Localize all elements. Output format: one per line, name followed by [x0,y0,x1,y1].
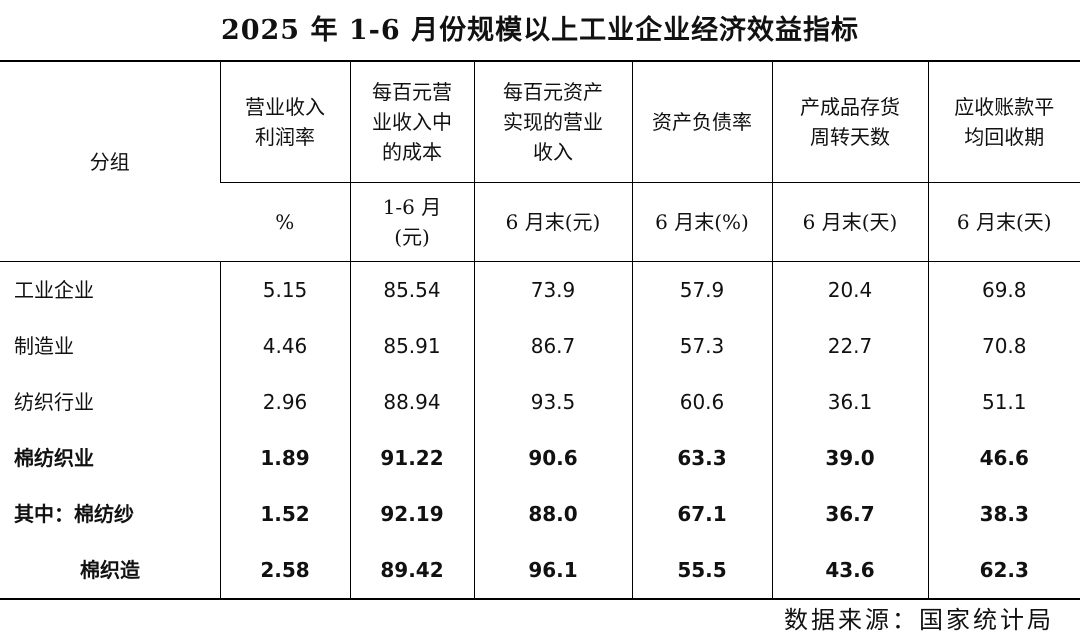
header-row-units: % 1-6 月(元) 6 月末(元) 6 月末(%) 6 月末(天) 6 月末(… [0,182,1080,262]
cell-value: 60.6 [631,374,772,430]
cell-value: 93.5 [473,374,632,430]
cell-value: 86.7 [473,318,632,374]
cell-value: 85.54 [349,261,474,318]
cell-value: 89.42 [349,542,474,600]
cell-value: 38.3 [927,486,1080,542]
table-row: 棉纺织业 1.89 91.22 90.6 63.3 39.0 46.6 [0,430,1080,486]
row-label: 棉织造 [0,542,220,600]
cell-value: 20.4 [771,261,928,318]
cell-value: 39.0 [771,430,928,486]
cell-value: 4.46 [219,318,350,374]
header-row-names: 分组 营业收入利润率 每百元营业收入中的成本 每百元资产实现的营业收入 资产负债… [0,60,1080,262]
table-row: 工业企业 5.15 85.54 73.9 57.9 20.4 69.8 [0,261,1080,318]
cell-value: 22.7 [771,318,928,374]
cell-value: 73.9 [473,261,632,318]
table-row: 其中：棉纺纱 1.52 92.19 88.0 67.1 36.7 38.3 [0,486,1080,542]
table-row: 制造业 4.46 85.91 86.7 57.3 22.7 70.8 [0,318,1080,374]
unit-receivable-days: 6 月末(天) [927,182,1080,262]
unit-profit-rate: % [220,182,350,262]
group-header: 分组 [0,60,220,262]
page-title: 2025 年 1-6 月份规模以上工业企业经济效益指标 [220,15,860,46]
row-label: 制造业 [14,334,74,358]
unit-revenue-per-100-assets: 6 月末(元) [473,182,632,262]
unit-inventory-days: 6 月末(天) [771,182,928,262]
col-header-cost-per-100: 每百元营业收入中的成本 [349,60,474,183]
row-label: 棉纺织业 [14,446,94,470]
col-header-profit-rate: 营业收入利润率 [219,60,350,183]
cell-value: 67.1 [631,486,772,542]
cell-value: 91.22 [349,430,474,486]
table-row: 纺织行业 2.96 88.94 93.5 60.6 36.1 51.1 [0,374,1080,430]
cell-value: 62.3 [927,542,1080,600]
col-header-revenue-per-100-assets: 每百元资产实现的营业收入 [473,60,632,183]
cell-value: 46.6 [927,430,1080,486]
cell-value: 70.8 [927,318,1080,374]
cell-value: 57.9 [631,261,772,318]
cell-value: 36.1 [771,374,928,430]
col-header-receivable-days: 应收账款平均回收期 [927,60,1080,183]
cell-value: 96.1 [473,542,632,600]
cell-value: 2.58 [219,542,350,600]
cell-value: 88.0 [473,486,632,542]
unit-debt-ratio: 6 月末(%) [631,182,772,262]
col-header-debt-ratio: 资产负债率 [631,60,772,183]
cell-value: 88.94 [349,374,474,430]
cell-value: 69.8 [927,261,1080,318]
cell-value: 92.19 [349,486,474,542]
data-source-note: 数据来源：国家统计局 [784,606,1054,634]
table-row: 棉织造 2.58 89.42 96.1 55.5 43.6 62.3 [0,542,1080,600]
cell-value: 57.3 [631,318,772,374]
cell-value: 85.91 [349,318,474,374]
cell-value: 5.15 [219,261,350,318]
indicator-table: 分组 营业收入利润率 每百元营业收入中的成本 每百元资产实现的营业收入 资产负债… [0,60,1080,600]
cell-value: 51.1 [927,374,1080,430]
unit-cost-per-100: 1-6 月(元) [349,182,474,262]
cell-value: 43.6 [771,542,928,600]
col-header-inventory-days: 产成品存货周转天数 [771,60,928,183]
cell-value: 55.5 [631,542,772,600]
cell-value: 1.52 [219,486,350,542]
cell-value: 1.89 [219,430,350,486]
row-label: 工业企业 [0,261,220,318]
cell-value: 63.3 [631,430,772,486]
row-label: 纺织行业 [14,390,94,414]
cell-value: 90.6 [473,430,632,486]
cell-value: 36.7 [771,486,928,542]
row-label: 其中：棉纺纱 [14,502,134,526]
cell-value: 2.96 [219,374,350,430]
